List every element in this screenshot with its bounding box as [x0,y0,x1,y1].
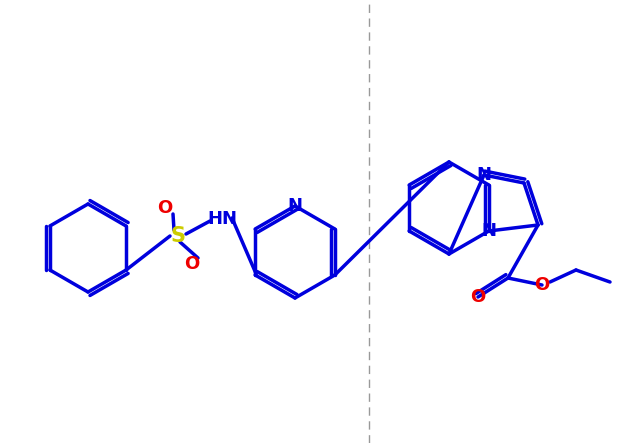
Text: N: N [477,166,491,184]
Text: S: S [171,226,185,246]
Text: N: N [288,197,302,215]
Text: N: N [481,222,497,240]
Text: O: O [185,255,199,273]
Text: HN: HN [207,210,237,228]
Text: O: O [534,276,550,294]
Text: O: O [470,288,486,306]
Text: O: O [157,199,173,217]
